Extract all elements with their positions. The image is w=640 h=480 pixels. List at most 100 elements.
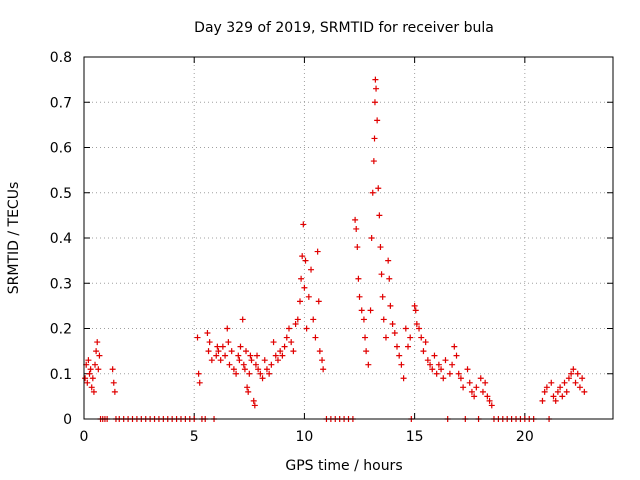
- data-point: [294, 316, 301, 323]
- data-point: [320, 366, 327, 373]
- data-point: [407, 334, 414, 341]
- data-point: [376, 212, 383, 219]
- data-point: [255, 366, 262, 373]
- data-point: [226, 361, 233, 368]
- x-tick-label: 0: [80, 429, 89, 445]
- data-point: [572, 379, 579, 386]
- data-point: [195, 370, 202, 377]
- data-point: [402, 325, 409, 332]
- data-point: [568, 370, 575, 377]
- data-point: [539, 397, 546, 404]
- data-point: [268, 361, 275, 368]
- data-point: [85, 357, 92, 364]
- data-point: [353, 225, 360, 232]
- data-point: [362, 334, 369, 341]
- data-point: [316, 348, 323, 355]
- data-point: [389, 320, 396, 327]
- data-point: [95, 366, 102, 373]
- data-point: [88, 384, 95, 391]
- data-point: [110, 379, 117, 386]
- data-point: [372, 76, 379, 83]
- data-point: [374, 117, 381, 124]
- data-point: [352, 216, 359, 223]
- data-point: [368, 235, 375, 241]
- data-point: [442, 357, 449, 364]
- data-point: [427, 361, 434, 368]
- data-point: [468, 388, 475, 395]
- data-point: [224, 325, 231, 332]
- tick-labels: 0 5 10 15 20 0 0.1 0.2 0.3 0.4 0.5 0.6 0.7 0.8: [50, 50, 534, 445]
- data-point: [382, 334, 389, 341]
- data-point: [312, 334, 319, 341]
- data-point: [373, 85, 380, 92]
- data-point: [281, 343, 288, 350]
- data-point: [297, 298, 304, 305]
- data-point: [398, 361, 405, 368]
- data-point: [380, 316, 387, 323]
- data-point: [310, 316, 317, 323]
- data-point: [237, 343, 244, 350]
- y-tick-label: 0.4: [50, 231, 72, 247]
- y-tick-label: 0: [63, 412, 72, 428]
- data-point: [94, 339, 101, 346]
- data-point: [279, 352, 286, 359]
- data-point: [251, 402, 258, 409]
- data-point: [561, 379, 568, 386]
- data-point: [550, 393, 557, 400]
- data-point: [367, 307, 374, 314]
- data-point: [477, 375, 484, 382]
- chart-title: Day 329 of 2019, SRMTID for receiver bul…: [194, 20, 494, 36]
- data-point: [274, 357, 281, 364]
- data-point: [391, 330, 398, 337]
- y-tick-label: 0.2: [50, 322, 72, 338]
- data-point: [548, 379, 555, 386]
- data-point: [378, 271, 385, 278]
- data-point: [363, 348, 370, 355]
- data-point: [239, 316, 246, 323]
- x-tick-label: 5: [190, 429, 199, 445]
- data-point: [84, 379, 91, 386]
- data-point: [301, 284, 308, 291]
- data-point: [570, 366, 577, 373]
- data-point: [369, 189, 376, 196]
- data-point: [576, 384, 583, 391]
- data-point: [250, 397, 257, 404]
- data-point: [241, 366, 248, 373]
- data-point: [257, 370, 264, 377]
- data-point: [93, 348, 100, 355]
- data-point: [453, 352, 460, 359]
- data-point: [111, 388, 118, 395]
- data-point: [213, 352, 220, 359]
- data-point: [438, 366, 445, 373]
- data-point: [299, 253, 306, 260]
- data-point: [429, 366, 436, 373]
- data-point: [379, 293, 386, 300]
- data-point: [557, 384, 564, 391]
- data-point: [230, 366, 237, 373]
- data-point: [552, 397, 559, 404]
- data-point: [356, 293, 363, 300]
- data-point: [302, 257, 309, 264]
- grid: [84, 57, 613, 419]
- data-point: [358, 307, 365, 314]
- data-point: [418, 334, 425, 341]
- x-tick-label: 15: [406, 429, 424, 445]
- data-point: [411, 302, 418, 309]
- data-point: [420, 348, 427, 355]
- data-point: [288, 339, 295, 346]
- data-point: [233, 370, 240, 377]
- data-point: [413, 320, 420, 327]
- data-point: [393, 343, 400, 350]
- data-point: [416, 325, 423, 332]
- data-point: [243, 348, 250, 355]
- data-point: [543, 384, 550, 391]
- data-point: [90, 388, 97, 395]
- data-point: [554, 388, 561, 395]
- data-point: [405, 343, 412, 350]
- x-axis-label: GPS time / hours: [285, 458, 402, 474]
- data-point: [451, 343, 458, 350]
- y-tick-label: 0.6: [50, 141, 72, 157]
- data-point: [252, 361, 259, 368]
- data-point: [471, 393, 478, 400]
- data-point: [460, 384, 467, 391]
